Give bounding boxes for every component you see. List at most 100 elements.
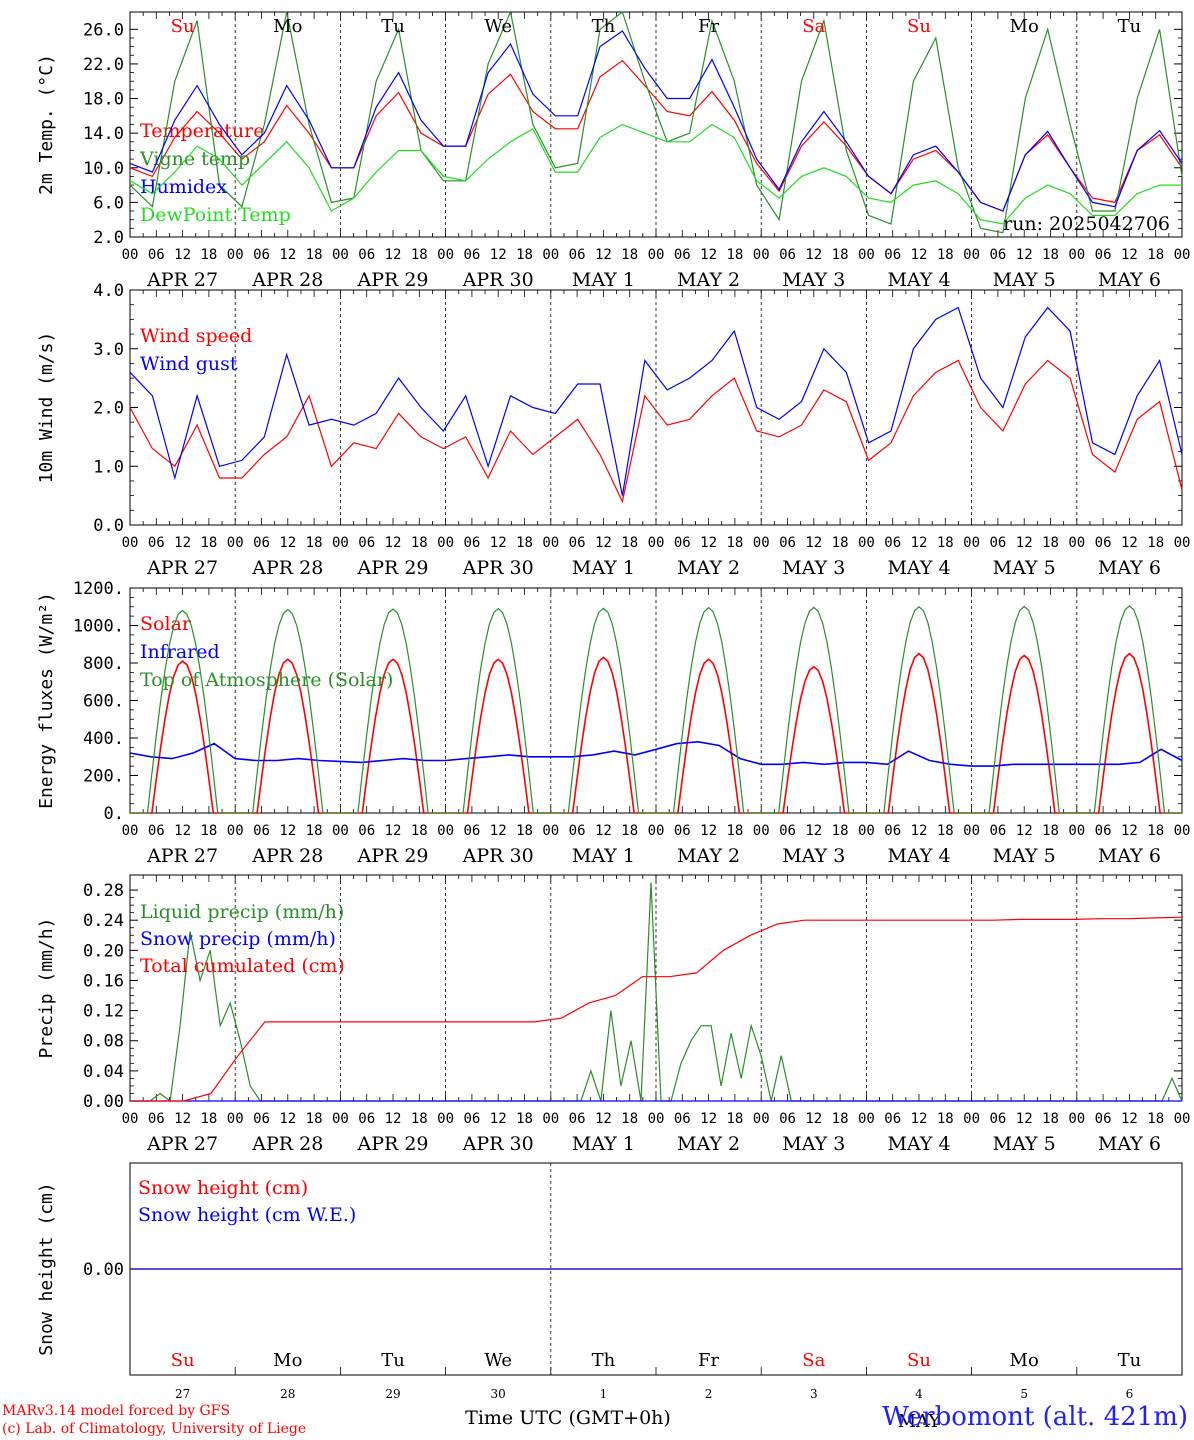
weekday-label: Mo <box>1010 16 1039 37</box>
legend-entry: Top of Atmosphere (Solar) <box>140 669 393 691</box>
hour-label: 12 <box>911 823 928 839</box>
y-tick-label: 26.0 <box>83 20 124 40</box>
hour-label: 12 <box>385 247 402 263</box>
hour-label: 12 <box>911 247 928 263</box>
date-label: MAY 1 <box>572 269 635 291</box>
hour-label: 00 <box>437 535 454 551</box>
date-label: MAY 4 <box>887 557 950 579</box>
date-label: MAY 2 <box>677 1133 740 1155</box>
day-number-label: 3 <box>810 1387 818 1401</box>
date-label: APR 29 <box>356 557 428 579</box>
hour-label: 00 <box>1174 535 1191 551</box>
hour-label: 12 <box>805 535 822 551</box>
hour-label: 00 <box>542 247 559 263</box>
hour-label: 18 <box>726 247 743 263</box>
legend-entry: Snow height (cm) <box>138 1177 308 1199</box>
hour-label: 18 <box>516 823 533 839</box>
hour-label: 00 <box>648 535 665 551</box>
hour-label: 06 <box>989 247 1006 263</box>
station-name: Werbomont (alt. 421m) <box>882 1402 1188 1432</box>
y-tick-label: 600. <box>83 692 124 712</box>
hour-label: 12 <box>490 247 507 263</box>
hour-label: 06 <box>1095 535 1112 551</box>
y-tick-label: 18.0 <box>83 90 124 110</box>
hour-label: 12 <box>385 823 402 839</box>
hour-label: 00 <box>332 535 349 551</box>
hour-label: 06 <box>463 535 480 551</box>
hour-label: 00 <box>753 247 770 263</box>
hour-label: 18 <box>306 1111 323 1127</box>
date-label: APR 27 <box>146 845 218 867</box>
hour-label: 18 <box>937 823 954 839</box>
hour-label: 12 <box>1121 247 1138 263</box>
hour-label: 06 <box>779 535 796 551</box>
date-label: MAY 5 <box>993 269 1056 291</box>
weekday-label: Su <box>171 1350 195 1371</box>
hour-label: 18 <box>726 1111 743 1127</box>
y-tick-label: 6.0 <box>93 193 124 213</box>
date-label: MAY 1 <box>572 845 635 867</box>
hour-label: 18 <box>516 247 533 263</box>
hour-label: 12 <box>490 535 507 551</box>
date-label: MAY 6 <box>1098 845 1161 867</box>
hour-label: 00 <box>122 1111 139 1127</box>
hour-label: 18 <box>1147 823 1164 839</box>
hour-label: 18 <box>411 823 428 839</box>
hour-label: 12 <box>174 247 191 263</box>
hour-label: 06 <box>253 535 270 551</box>
hour-label: 00 <box>437 247 454 263</box>
day-number-label: 28 <box>280 1387 295 1401</box>
hour-label: 12 <box>911 535 928 551</box>
legend-entry: Infrared <box>140 641 220 663</box>
hour-label: 12 <box>1121 1111 1138 1127</box>
hour-label: 12 <box>805 1111 822 1127</box>
hour-label: 18 <box>1147 247 1164 263</box>
hour-label: 12 <box>700 247 717 263</box>
hour-label: 00 <box>332 823 349 839</box>
hour-label: 12 <box>805 823 822 839</box>
hour-label: 18 <box>621 823 638 839</box>
hour-label: 00 <box>1174 1111 1191 1127</box>
y-tick-label: 4.0 <box>93 281 124 301</box>
hour-label: 12 <box>595 823 612 839</box>
y-tick-label: 1000. <box>73 617 124 637</box>
day-number-label: 6 <box>1126 1387 1134 1401</box>
hour-label: 00 <box>858 535 875 551</box>
hour-label: 18 <box>306 535 323 551</box>
date-label: MAY 5 <box>993 557 1056 579</box>
series-line-top-of-atmosphere-solar- <box>130 604 1182 814</box>
hour-label: 18 <box>516 535 533 551</box>
hour-label: 06 <box>779 247 796 263</box>
hour-label: 18 <box>200 247 217 263</box>
date-label: MAY 6 <box>1098 1133 1161 1155</box>
hour-label: 00 <box>753 535 770 551</box>
hour-label: 06 <box>253 1111 270 1127</box>
y-tick-label: 0.16 <box>83 971 124 991</box>
y-axis-label: Precip (mm/h) <box>36 918 57 1059</box>
hour-label: 00 <box>1174 247 1191 263</box>
hour-label: 12 <box>1016 823 1033 839</box>
date-label: APR 27 <box>146 269 218 291</box>
hour-label: 06 <box>674 247 691 263</box>
month-label: MAY <box>898 1411 942 1432</box>
y-tick-label: 14.0 <box>83 124 124 144</box>
hour-label: 00 <box>753 1111 770 1127</box>
hour-label: 18 <box>937 1111 954 1127</box>
hour-label: 18 <box>306 823 323 839</box>
date-label: MAY 2 <box>677 557 740 579</box>
date-label: APR 29 <box>356 269 428 291</box>
weekday-label: Fr <box>698 16 719 37</box>
series-line-humidex <box>129 30 1183 212</box>
hour-label: 00 <box>542 823 559 839</box>
hour-label: 06 <box>358 823 375 839</box>
hour-label: 06 <box>884 1111 901 1127</box>
weekday-label: Mo <box>1010 1350 1039 1371</box>
legend-entry: Humidex <box>140 176 227 198</box>
hour-label: 12 <box>385 1111 402 1127</box>
hour-label: 18 <box>1147 535 1164 551</box>
hour-label: 18 <box>516 1111 533 1127</box>
legend-entry: Solar <box>140 613 192 635</box>
hour-label: 12 <box>595 247 612 263</box>
date-label: APR 30 <box>462 269 534 291</box>
hour-label: 06 <box>253 247 270 263</box>
